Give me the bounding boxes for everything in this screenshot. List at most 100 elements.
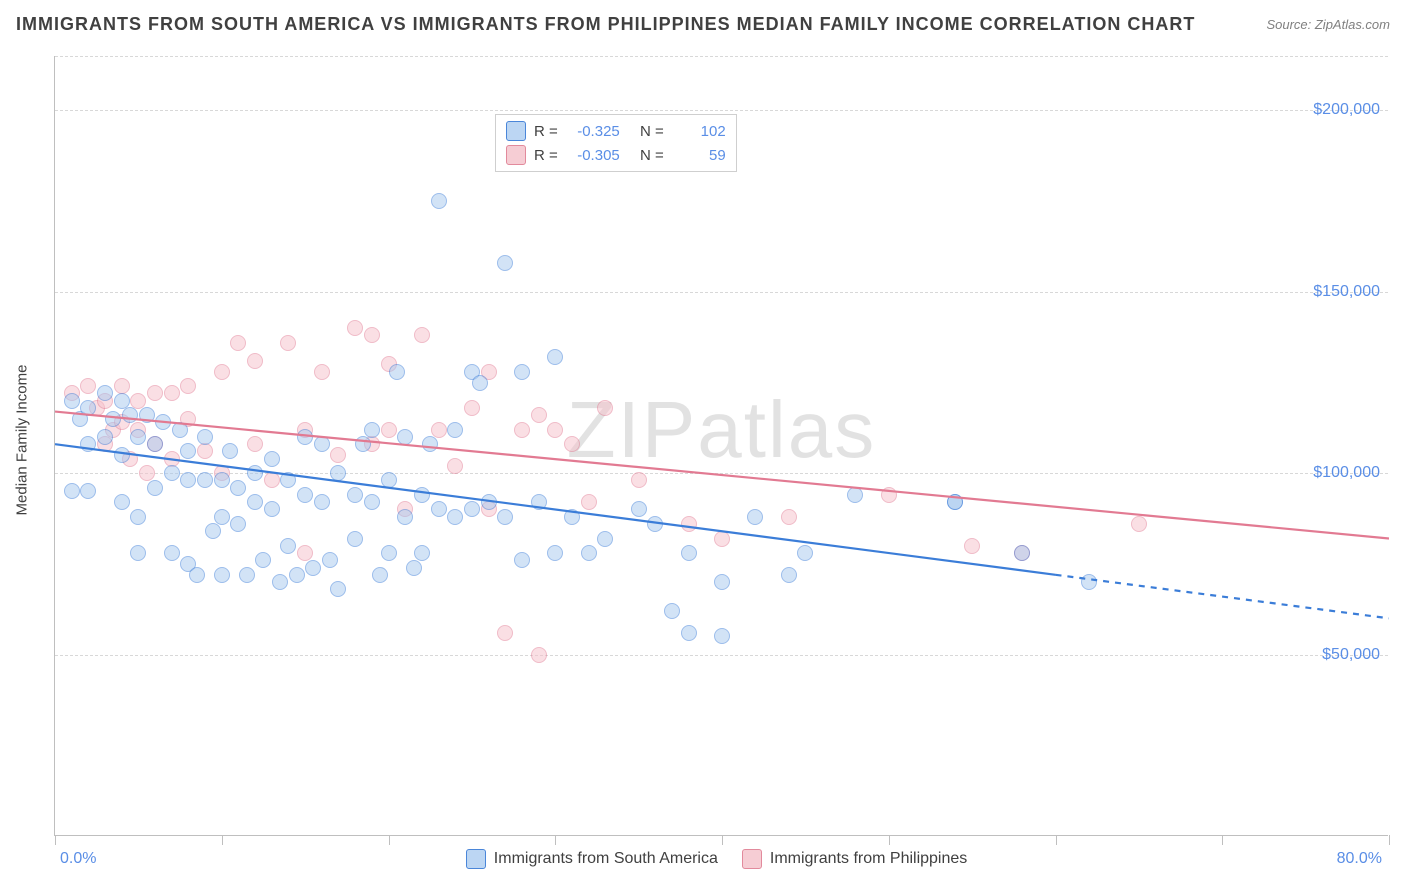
pink-point [364, 327, 380, 343]
pink-point [597, 400, 613, 416]
blue-point [97, 385, 113, 401]
blue-point [239, 567, 255, 583]
blue-point [781, 567, 797, 583]
blue-point [330, 581, 346, 597]
correlation-legend: R = -0.325 N = 102 R = -0.305 N = 59 [495, 114, 737, 172]
blue-point [172, 422, 188, 438]
blue-point [264, 451, 280, 467]
xtick [555, 835, 556, 845]
blue-point [205, 523, 221, 539]
pink-point [681, 516, 697, 532]
pink-point [381, 422, 397, 438]
pink-point [297, 545, 313, 561]
blue-point [447, 422, 463, 438]
blue-point [114, 447, 130, 463]
blue-point [364, 422, 380, 438]
blue-point [381, 472, 397, 488]
xtick [1222, 835, 1223, 845]
pink-point [214, 364, 230, 380]
pink-point [314, 364, 330, 380]
gridline [55, 110, 1388, 111]
blue-point [514, 364, 530, 380]
pink-point [230, 335, 246, 351]
source-label: Source: ZipAtlas.com [1266, 17, 1390, 32]
blue-point [230, 480, 246, 496]
chart-title: IMMIGRANTS FROM SOUTH AMERICA VS IMMIGRA… [16, 14, 1195, 35]
blue-point [514, 552, 530, 568]
x-min-label: 0.0% [60, 850, 96, 868]
blue-point [247, 465, 263, 481]
blue-point [189, 567, 205, 583]
xtick [1389, 835, 1390, 845]
blue-point [297, 429, 313, 445]
blue-point [330, 465, 346, 481]
pink-point [714, 531, 730, 547]
pink-point [414, 327, 430, 343]
gridline [55, 655, 1388, 656]
legend-item-blue: Immigrants from South America [461, 848, 723, 870]
blue-point [531, 494, 547, 510]
blue-point [381, 545, 397, 561]
pink-point [581, 494, 597, 510]
blue-point [472, 375, 488, 391]
plot-area: ZIPatlas R = -0.325 N = 102 R = -0.305 N… [54, 56, 1388, 836]
xtick [722, 835, 723, 845]
pink-point [247, 353, 263, 369]
gridline [55, 292, 1388, 293]
blue-point [197, 472, 213, 488]
swatch-pink-icon [506, 145, 526, 165]
blue-point [139, 407, 155, 423]
blue-point [564, 509, 580, 525]
blue-point [289, 567, 305, 583]
pink-point [531, 647, 547, 663]
blue-point [130, 509, 146, 525]
blue-point [447, 509, 463, 525]
xtick [389, 835, 390, 845]
blue-point [64, 393, 80, 409]
pink-point [247, 436, 263, 452]
blue-point [197, 429, 213, 445]
blue-point [214, 567, 230, 583]
pink-point [497, 625, 513, 641]
blue-point [264, 501, 280, 517]
blue-point [414, 487, 430, 503]
blue-point [280, 538, 296, 554]
blue-point [422, 436, 438, 452]
blue-point [481, 494, 497, 510]
pink-point [447, 458, 463, 474]
blue-point [631, 501, 647, 517]
blue-point [355, 436, 371, 452]
legend-item-pink: Immigrants from Philippines [737, 848, 972, 870]
pink-point [264, 472, 280, 488]
pink-point [180, 378, 196, 394]
blue-point [280, 472, 296, 488]
blue-point [847, 487, 863, 503]
swatch-blue-icon [466, 849, 486, 869]
blue-point [305, 560, 321, 576]
swatch-blue-icon [506, 121, 526, 141]
blue-point [180, 443, 196, 459]
pink-point [464, 400, 480, 416]
pink-point [147, 385, 163, 401]
swatch-pink-icon [742, 849, 762, 869]
blue-point [322, 552, 338, 568]
blue-point [64, 483, 80, 499]
blue-point [314, 436, 330, 452]
blue-point [681, 625, 697, 641]
pink-point [1131, 516, 1147, 532]
blue-point [389, 364, 405, 380]
pink-point [564, 436, 580, 452]
blue-point [714, 574, 730, 590]
blue-point [80, 483, 96, 499]
pink-point [330, 447, 346, 463]
blue-point [947, 494, 963, 510]
blue-point [647, 516, 663, 532]
blue-point [464, 501, 480, 517]
blue-point [714, 628, 730, 644]
pink-point [781, 509, 797, 525]
blue-point [230, 516, 246, 532]
xtick [222, 835, 223, 845]
blue-point [214, 472, 230, 488]
xtick [1056, 835, 1057, 845]
blue-point [372, 567, 388, 583]
